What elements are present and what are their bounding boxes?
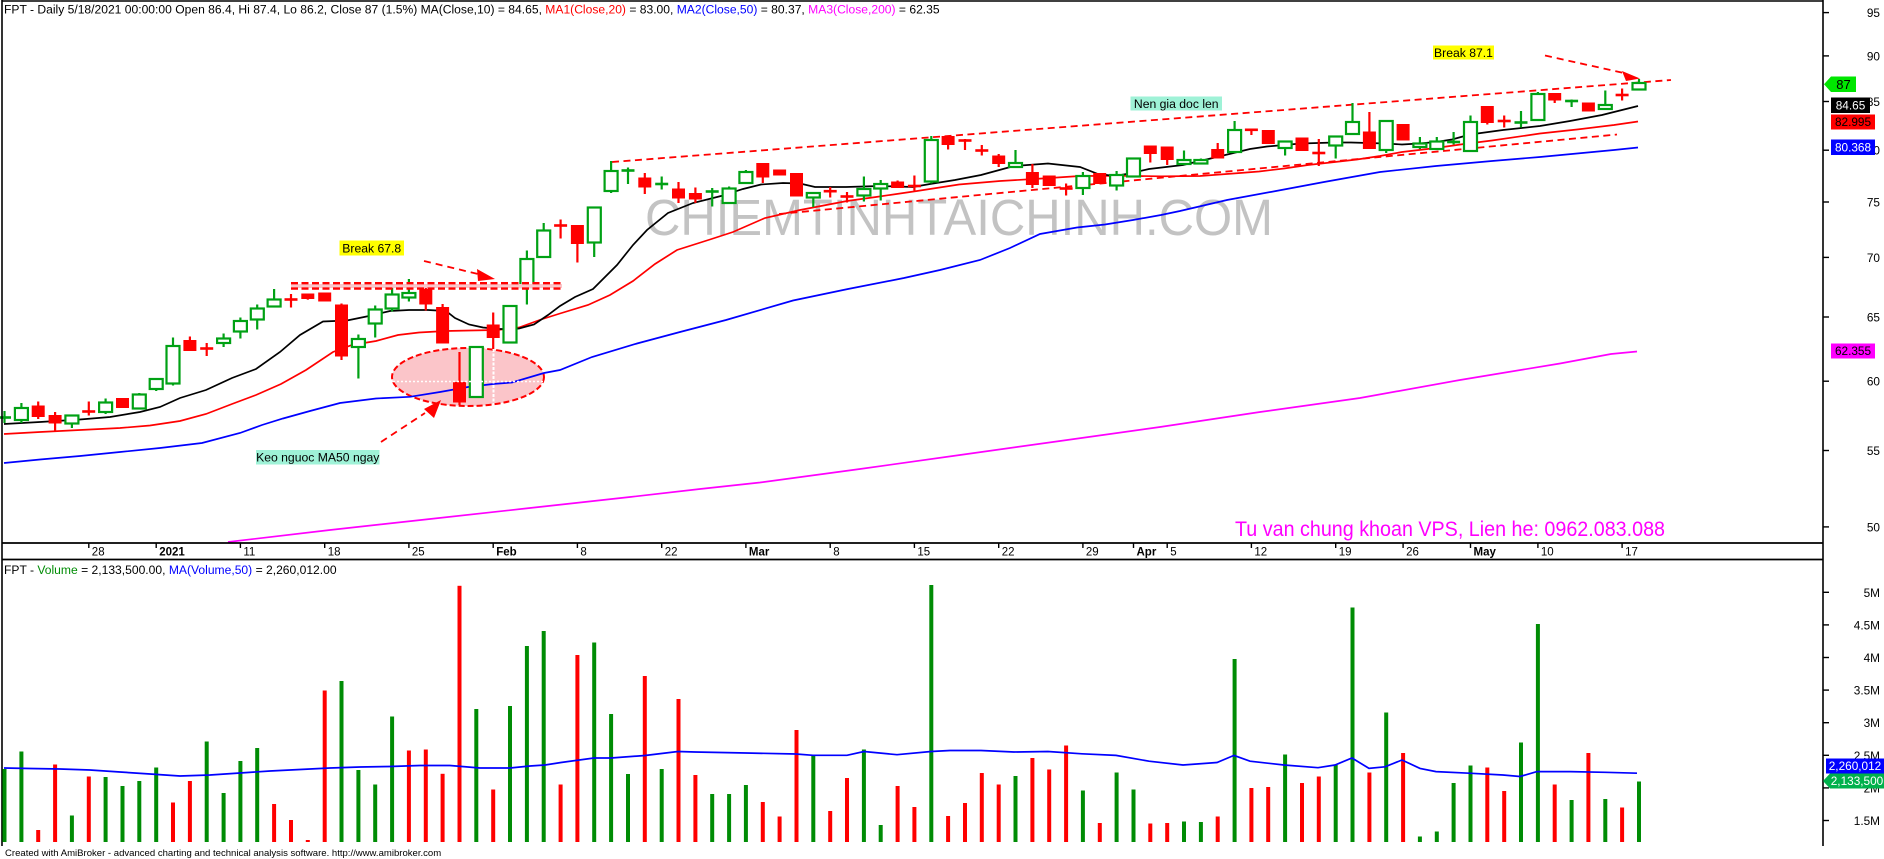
svg-text:60: 60 bbox=[1867, 375, 1881, 389]
svg-text:11: 11 bbox=[243, 547, 255, 559]
svg-text:85: 85 bbox=[1867, 95, 1881, 109]
svg-text:4.5M: 4.5M bbox=[1854, 618, 1880, 632]
svg-text:5: 5 bbox=[1170, 547, 1176, 559]
svg-text:17: 17 bbox=[1625, 547, 1638, 559]
svg-text:84.65: 84.65 bbox=[1836, 99, 1866, 113]
svg-text:28: 28 bbox=[92, 547, 105, 559]
svg-text:8: 8 bbox=[833, 547, 839, 559]
svg-text:15: 15 bbox=[917, 547, 930, 559]
svg-text:26: 26 bbox=[1406, 547, 1419, 559]
svg-text:50: 50 bbox=[1867, 520, 1881, 534]
svg-text:8: 8 bbox=[580, 547, 586, 559]
svg-text:Nen gia doc len: Nen gia doc len bbox=[1134, 97, 1219, 111]
svg-text:22: 22 bbox=[1002, 547, 1015, 559]
svg-text:90: 90 bbox=[1867, 49, 1881, 63]
svg-text:5M: 5M bbox=[1864, 586, 1880, 600]
svg-text:May: May bbox=[1474, 547, 1497, 559]
svg-text:80.368: 80.368 bbox=[1835, 141, 1872, 155]
svg-text:1.5M: 1.5M bbox=[1854, 814, 1880, 828]
svg-text:FPT - Volume = 2,133,500.00, M: FPT - Volume = 2,133,500.00, MA(Volume,5… bbox=[4, 563, 337, 577]
svg-text:Feb: Feb bbox=[496, 547, 516, 559]
svg-text:22: 22 bbox=[665, 547, 678, 559]
svg-text:Break 87.1: Break 87.1 bbox=[1434, 46, 1493, 60]
svg-text:12: 12 bbox=[1254, 547, 1267, 559]
svg-text:62.355: 62.355 bbox=[1835, 344, 1872, 358]
svg-text:3M: 3M bbox=[1864, 716, 1880, 730]
svg-text:Apr: Apr bbox=[1137, 547, 1157, 559]
svg-text:FPT - Daily 5/18/2021 00:00:00: FPT - Daily 5/18/2021 00:00:00 Open 86.4… bbox=[4, 3, 940, 17]
svg-text:29: 29 bbox=[1086, 547, 1099, 559]
svg-text:Break 67.8: Break 67.8 bbox=[342, 241, 401, 255]
svg-text:75: 75 bbox=[1867, 196, 1881, 210]
svg-text:2,133,500: 2,133,500 bbox=[1831, 774, 1884, 788]
svg-text:65: 65 bbox=[1867, 311, 1881, 325]
svg-text:Tu van chung khoan VPS, Lien h: Tu van chung khoan VPS, Lien he: 0962.08… bbox=[1235, 518, 1665, 541]
svg-text:95: 95 bbox=[1867, 6, 1881, 20]
svg-text:Created with AmiBroker - advan: Created with AmiBroker - advanced charti… bbox=[5, 848, 441, 859]
svg-text:2021: 2021 bbox=[159, 547, 185, 559]
svg-text:25: 25 bbox=[412, 547, 425, 559]
svg-text:3.5M: 3.5M bbox=[1854, 684, 1880, 698]
svg-text:70: 70 bbox=[1867, 251, 1881, 265]
svg-text:87: 87 bbox=[1836, 77, 1850, 92]
svg-text:19: 19 bbox=[1339, 547, 1352, 559]
svg-text:Mar: Mar bbox=[749, 547, 770, 559]
svg-text:4M: 4M bbox=[1864, 651, 1880, 665]
svg-text:CHIEMTINHTAICHINH.COM: CHIEMTINHTAICHINH.COM bbox=[645, 189, 1273, 246]
svg-text:10: 10 bbox=[1541, 547, 1554, 559]
svg-text:55: 55 bbox=[1867, 444, 1881, 458]
svg-text:2,260,012: 2,260,012 bbox=[1829, 759, 1881, 773]
svg-text:82.995: 82.995 bbox=[1835, 115, 1872, 129]
svg-text:Keo nguoc MA50 ngay: Keo nguoc MA50 ngay bbox=[256, 451, 380, 465]
svg-text:18: 18 bbox=[328, 547, 341, 559]
